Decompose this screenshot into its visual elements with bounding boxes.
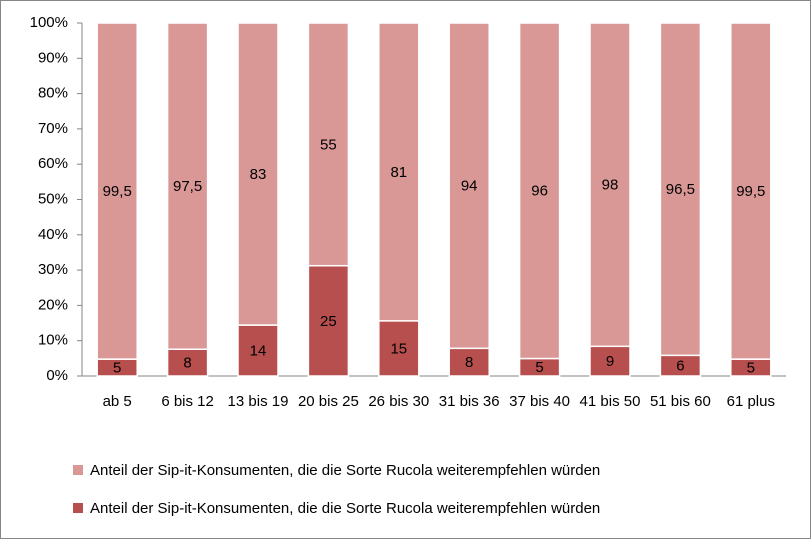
data-label: 14 [250,342,267,359]
data-label: 25 [320,313,337,330]
bar-segment [237,22,279,326]
data-label: 96 [531,183,548,200]
bar-segment [589,22,631,348]
bar-segment [518,22,561,360]
x-tick-label: 20 bis 25 [297,393,359,410]
bar-segment [307,22,350,267]
legend-label: Anteil der Sip-it-Konsumenten, die die S… [90,462,600,479]
data-label: 97,5 [173,178,202,195]
y-tick-label: 0% [46,367,68,384]
legend-label: Anteil der Sip-it-Konsumenten, die die S… [90,500,600,517]
y-tick-label: 20% [38,296,68,313]
y-tick-label: 90% [38,49,68,66]
legend-swatch [73,465,83,475]
y-tick-label: 50% [38,190,68,207]
data-label: 98 [602,177,619,194]
bar-segment [166,22,209,350]
y-tick-label: 100% [30,14,68,31]
data-label: 81 [390,164,407,181]
x-tick-label: 26 bis 30 [368,393,430,410]
bar-segment [589,345,631,377]
x-tick-label: 51 bis 60 [649,393,711,410]
bar-segment [659,22,702,357]
data-label: 99,5 [736,183,765,200]
y-tick-label: 70% [38,120,68,137]
data-label: 8 [183,355,191,372]
data-label: 5 [747,360,755,377]
x-tick-label: 6 bis 12 [161,393,214,410]
bar-segment [378,22,420,322]
x-tick-label: 13 bis 19 [227,393,289,410]
bar-segment [378,320,420,377]
data-label: 15 [390,340,407,357]
bar-segment [166,348,209,377]
bar-segment [448,22,490,350]
data-label: 9 [606,353,614,370]
data-label: 99,5 [103,183,132,200]
x-tick-label: 37 bis 40 [509,393,571,410]
x-tick-label: 61 plus [726,393,775,410]
bar-segment [307,264,350,377]
data-label: 5 [113,360,121,377]
data-label: 8 [465,354,473,371]
x-tick-label: ab 5 [102,393,132,410]
y-tick-label: 80% [38,85,68,102]
data-label: 6 [676,358,684,375]
data-label: 96,5 [666,181,695,198]
bar-segment [730,22,772,360]
data-label: 55 [320,136,337,153]
data-label: 94 [461,178,478,195]
data-label: 5 [535,359,543,376]
y-tick-label: 60% [38,155,68,172]
y-tick-label: 30% [38,261,68,278]
y-tick-label: 40% [38,226,68,243]
data-label: 83 [250,166,267,183]
y-tick-label: 10% [38,332,68,349]
bar-segment [237,324,279,377]
x-tick-label: 31 bis 36 [438,393,500,410]
legend-swatch [73,503,83,513]
bar-segment [96,22,138,360]
x-tick-label: 41 bis 50 [579,393,641,410]
